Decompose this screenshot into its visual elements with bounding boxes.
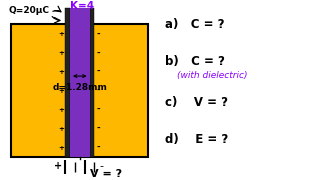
Text: -: - [97,143,100,152]
Text: c)    V = ?: c) V = ? [165,96,228,109]
Text: -: - [99,161,103,171]
Text: -: - [97,124,100,133]
Text: a)   C = ?: a) C = ? [165,18,224,31]
Text: Q=20μC: Q=20μC [8,6,49,15]
Text: d)    E = ?: d) E = ? [165,133,228,146]
Text: +: + [58,145,64,150]
Text: +: + [58,88,64,94]
Text: V = ?: V = ? [90,169,122,179]
Text: b)   C = ?: b) C = ? [165,55,225,68]
Text: d=1.28mm: d=1.28mm [52,83,107,92]
Text: +: + [58,69,64,75]
Text: +: + [58,50,64,56]
Text: +: + [58,107,64,113]
Text: -: - [97,30,100,39]
Text: K=4: K=4 [70,1,94,11]
Text: -: - [97,86,100,95]
Bar [11,24,148,157]
Text: +: + [54,161,62,171]
Text: +: + [58,31,64,37]
Bar [90,8,94,157]
Text: -: - [97,67,100,76]
Text: +: + [58,126,64,132]
Text: -: - [97,105,100,114]
Bar [65,8,70,157]
Text: (with dielectric): (with dielectric) [177,71,247,80]
Bar [70,8,90,157]
Text: -: - [97,48,100,57]
